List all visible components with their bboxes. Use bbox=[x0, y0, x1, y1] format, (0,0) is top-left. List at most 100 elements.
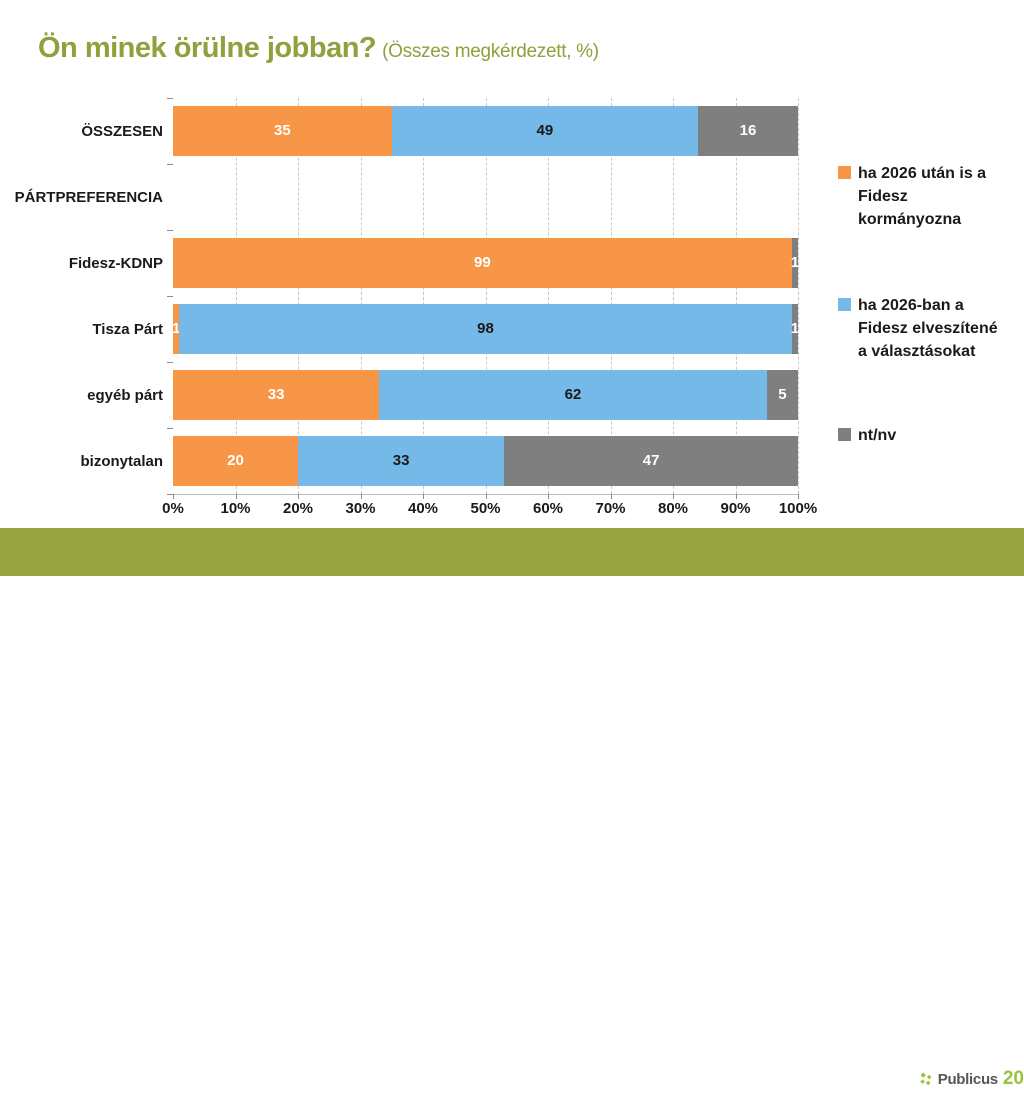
bar-segment: 62 bbox=[379, 370, 767, 420]
logo-brand-text: Publicus bbox=[937, 1070, 998, 1088]
x-tick-label: 70% bbox=[595, 500, 626, 517]
bar-segment: 1 bbox=[790, 304, 800, 354]
legend-item: ha 2026 után is a Fidesz kormányozna bbox=[838, 162, 1010, 232]
bar-value-label: 5 bbox=[778, 386, 787, 403]
stacked-bar-chart: ÖSSZESEN PÁRTPREFERENCIA Fidesz-KDNP Tisza … bbox=[0, 0, 1024, 518]
bar-row: 33 62 5 bbox=[173, 370, 798, 420]
gridline bbox=[735, 98, 737, 494]
legend: ha 2026 után is a Fidesz kormányozna ha 2… bbox=[838, 0, 1018, 500]
x-axis-tick bbox=[235, 494, 237, 499]
gridline bbox=[423, 98, 424, 494]
bar-segment: 5 bbox=[766, 370, 798, 420]
x-tick-label: 100% bbox=[778, 500, 818, 517]
x-tick-label: 0% bbox=[162, 500, 184, 517]
x-tick-label: 60% bbox=[532, 500, 564, 517]
x-tick-label: 40% bbox=[407, 500, 439, 517]
bar-value-label: 98 bbox=[477, 320, 494, 337]
y-axis-tick bbox=[167, 362, 173, 363]
category-label: Fidesz-KDNP bbox=[68, 254, 163, 272]
x-axis-tick bbox=[423, 494, 424, 499]
x-axis-tick bbox=[485, 494, 487, 499]
bar-value-label: 33 bbox=[392, 452, 410, 469]
gridline bbox=[673, 98, 674, 494]
bar-segment: 1 bbox=[171, 304, 181, 354]
bar-value-label: 35 bbox=[274, 122, 291, 139]
x-tick-label: 50% bbox=[470, 500, 501, 517]
x-axis-labels: 0% 10% 20% 30% 40% 50% 60% 70% 80% 90% 100% bbox=[0, 500, 1024, 518]
plot-area: 35 49 16 99 1 1 98 1 33 62 5 20 33 47 bbox=[171, 98, 800, 499]
bar-value-label: 99 bbox=[474, 254, 491, 271]
bar-segment: 35 bbox=[173, 106, 392, 156]
x-tick-label: 20% bbox=[282, 500, 314, 517]
x-axis-tick bbox=[673, 494, 674, 499]
legend-swatch-icon bbox=[838, 298, 851, 311]
legend-label: nt/nv bbox=[858, 427, 897, 444]
publicus-logo: Publicus 20 bbox=[918, 1058, 1024, 1100]
bar-segment: 98 bbox=[179, 304, 792, 354]
bar-row: 1 98 1 bbox=[171, 304, 800, 354]
category-label: Tisza Párt bbox=[92, 320, 163, 338]
bar-value-label: 1 bbox=[790, 254, 800, 271]
bar-row: 35 49 16 bbox=[173, 106, 798, 156]
gridline bbox=[798, 98, 799, 494]
bar-value-label: 20 bbox=[227, 452, 244, 469]
legend-swatch-icon bbox=[838, 166, 851, 179]
bar-value-label: 33 bbox=[267, 386, 285, 403]
y-axis-tick bbox=[167, 98, 173, 99]
bar-segment: 47 bbox=[504, 436, 798, 486]
title-block: Ön minek örülne jobban? (Összes megkérdez… bbox=[38, 32, 599, 65]
category-label: bizonytalan bbox=[80, 452, 163, 470]
bar-segment: 33 bbox=[173, 370, 380, 420]
footer-band: Publicus 20 bbox=[0, 528, 1024, 1100]
gridline bbox=[360, 98, 362, 494]
gridline bbox=[298, 98, 299, 494]
bar-segment: 33 bbox=[298, 436, 505, 486]
bar-value-label: 47 bbox=[642, 452, 660, 469]
category-label: ÖSSZESEN bbox=[81, 122, 163, 140]
x-tick-label: 30% bbox=[345, 500, 376, 517]
x-tick-label: 90% bbox=[720, 500, 751, 517]
bar-row: 99 1 bbox=[173, 238, 800, 288]
y-axis-tick bbox=[167, 296, 173, 297]
legend-label: ha 2026 után is a Fidesz kormányozna bbox=[858, 165, 987, 229]
bar-value-label: 49 bbox=[536, 122, 554, 139]
y-axis-tick bbox=[167, 494, 173, 495]
category-label: PÁRTPREFERENCIA bbox=[14, 188, 163, 206]
logo-number-text: 20 bbox=[1002, 1068, 1024, 1089]
category-axis: ÖSSZESEN PÁRTPREFERENCIA Fidesz-KDNP Tisza … bbox=[0, 98, 163, 494]
page-title: Ön minek örülne jobban? bbox=[38, 32, 377, 64]
bar-segment: 49 bbox=[391, 106, 698, 156]
publicus-diamonds-icon bbox=[920, 1072, 932, 1086]
bar-segment: 99 bbox=[173, 238, 792, 288]
legend-swatch-icon bbox=[838, 428, 851, 441]
page-subtitle: (Összes megkérdezett, %) bbox=[382, 41, 599, 62]
legend-item: nt/nv bbox=[838, 424, 1010, 447]
x-axis-tick bbox=[610, 494, 612, 499]
legend-label: ha 2026-ban a Fidesz elveszítené a válas… bbox=[858, 297, 998, 361]
bar-value-label: 1 bbox=[171, 320, 181, 337]
x-axis-tick bbox=[298, 494, 299, 499]
legend-item: ha 2026-ban a Fidesz elveszítené a válas… bbox=[838, 294, 1010, 364]
x-axis-tick bbox=[735, 494, 737, 499]
gridline bbox=[485, 98, 487, 494]
y-axis-tick bbox=[167, 428, 173, 429]
y-axis-tick bbox=[167, 164, 173, 165]
gridline bbox=[610, 98, 612, 494]
x-axis-tick bbox=[173, 494, 174, 499]
x-axis-tick bbox=[360, 494, 362, 499]
bar-segment: 16 bbox=[698, 106, 798, 156]
bar-row: 20 33 47 bbox=[173, 436, 798, 486]
category-label: egyéb párt bbox=[87, 386, 163, 404]
x-tick-label: 80% bbox=[657, 500, 689, 517]
x-axis-tick bbox=[798, 494, 799, 499]
bar-segment: 1 bbox=[790, 238, 800, 288]
bar-value-label: 16 bbox=[739, 122, 757, 139]
bar-value-label: 62 bbox=[564, 386, 582, 403]
x-axis-tick bbox=[548, 494, 549, 499]
bar-segment: 20 bbox=[173, 436, 298, 486]
x-tick-label: 10% bbox=[220, 500, 251, 517]
gridline bbox=[548, 98, 549, 494]
bar-value-label: 1 bbox=[790, 320, 800, 337]
y-axis-tick bbox=[167, 230, 173, 231]
